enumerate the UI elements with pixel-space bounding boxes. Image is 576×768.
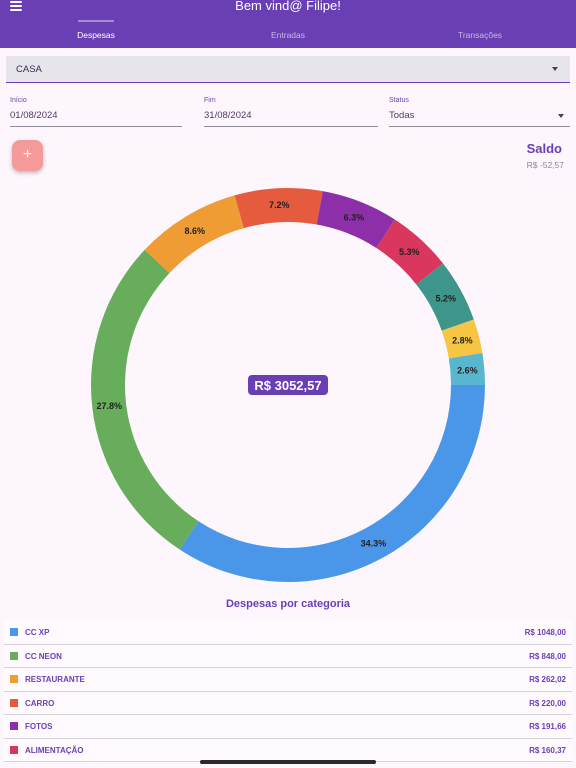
- slice-percent-label: 5.3%: [399, 247, 420, 257]
- status-label: Status: [389, 97, 409, 104]
- tab-despesas[interactable]: Despesas: [77, 30, 115, 40]
- legend-item-cc-xp[interactable]: CC XP R$ 1048,00: [4, 621, 572, 645]
- legend-swatch: [10, 698, 18, 707]
- legend-name: RESTAURANTE: [25, 675, 85, 684]
- slice-percent-label: 2.8%: [452, 335, 473, 345]
- status-caret-icon: [558, 114, 564, 118]
- chart-center-badge: [248, 375, 328, 395]
- legend-name: CARRO: [25, 698, 55, 708]
- donut-slice[interactable]: [91, 249, 199, 550]
- tab-entradas[interactable]: Entradas: [270, 30, 306, 40]
- slice-percent-label: 6.3%: [344, 213, 365, 223]
- end-date-label: Fim: [204, 97, 216, 104]
- legend-item-carro[interactable]: CARRO R$ 220,00: [4, 691, 572, 715]
- legend-item-fotos[interactable]: FOTOS R$ 191,66: [4, 715, 572, 739]
- slice-percent-label: 7.2%: [269, 200, 290, 210]
- donut-slice[interactable]: [179, 385, 485, 582]
- donut-slice[interactable]: [376, 219, 443, 285]
- legend-name: ALIMENTAÇÃO: [25, 745, 84, 755]
- start-date-field[interactable]: Início 01/08/2024: [10, 97, 182, 127]
- chart-center-label: R$ 3052,57: [254, 378, 321, 393]
- status-value: Todas: [389, 110, 415, 121]
- legend-name: CC XP: [25, 628, 50, 637]
- category-legend-list: CC XP R$ 1048,00 CC NEON R$ 848,00 RESTA…: [4, 621, 572, 762]
- tab-bar: Despesas Entradas Transações: [0, 25, 576, 48]
- menu-icon[interactable]: [10, 1, 22, 11]
- legend-amount: R$ 220,00: [529, 698, 566, 708]
- chart-title: Despesas por categoria: [225, 598, 351, 610]
- legend-item-alimentacao[interactable]: ALIMENTAÇÃO R$ 160,37: [4, 738, 572, 762]
- dropdown-caret-icon: [552, 67, 558, 71]
- app-title: Bem vind@ Filipe!: [235, 0, 341, 13]
- home-indicator: [200, 760, 376, 764]
- slice-percent-label: 5.2%: [436, 293, 457, 303]
- account-select-value: CASA: [16, 64, 42, 75]
- donut-slice[interactable]: [144, 195, 244, 274]
- slice-percent-label: 2.6%: [457, 365, 478, 375]
- legend-amount: R$ 262,02: [529, 675, 566, 684]
- legend-amount: R$ 191,66: [529, 722, 566, 731]
- saldo-title: Saldo: [526, 141, 562, 156]
- account-select[interactable]: CASA: [6, 56, 570, 83]
- slice-percent-label: 34.3%: [361, 538, 387, 548]
- saldo-value: R$ -52,57: [526, 160, 564, 170]
- legend-swatch: [10, 745, 18, 754]
- slice-percent-label: 8.6%: [185, 226, 206, 236]
- add-expense-button[interactable]: +: [12, 140, 43, 171]
- legend-swatch: [10, 675, 18, 683]
- end-date-field[interactable]: Fim 31/08/2024: [204, 97, 378, 127]
- status-select[interactable]: Status Todas: [389, 97, 570, 127]
- expenses-donut-chart: 34.3% 27.8% 8.6% 7.2% 6.3% 5.3% 5.2% 2.8% 2.6% R…: [91, 188, 485, 582]
- donut-slice[interactable]: [316, 191, 395, 249]
- legend-item-cc-neon[interactable]: CC NEON R$ 848,00: [4, 644, 572, 668]
- legend-swatch: [10, 651, 18, 660]
- legend-amount: R$ 848,00: [529, 651, 566, 661]
- donut-slice[interactable]: [448, 352, 485, 385]
- start-date-value: 01/08/2024: [10, 110, 58, 121]
- donut-slice[interactable]: [416, 263, 474, 331]
- legend-name: CC NEON: [25, 651, 62, 661]
- tab-transacoes[interactable]: Transações: [457, 30, 503, 40]
- legend-item-restaurante[interactable]: RESTAURANTE R$ 262,02: [4, 668, 572, 692]
- donut-slice[interactable]: [234, 188, 323, 229]
- legend-amount: R$ 1048,00: [524, 628, 566, 637]
- slice-percent-label: 27.8%: [96, 401, 122, 411]
- app-bar: Bem vind@ Filipe! Despesas Entradas Tran…: [0, 0, 576, 48]
- legend-swatch: [10, 722, 18, 730]
- legend-swatch: [10, 628, 18, 636]
- legend-name: FOTOS: [25, 722, 53, 731]
- start-date-label: Início: [10, 97, 27, 104]
- active-tab-indicator: [78, 20, 114, 22]
- end-date-value: 31/08/2024: [204, 110, 252, 121]
- donut-slice[interactable]: [441, 319, 483, 359]
- legend-amount: R$ 160,37: [529, 745, 566, 755]
